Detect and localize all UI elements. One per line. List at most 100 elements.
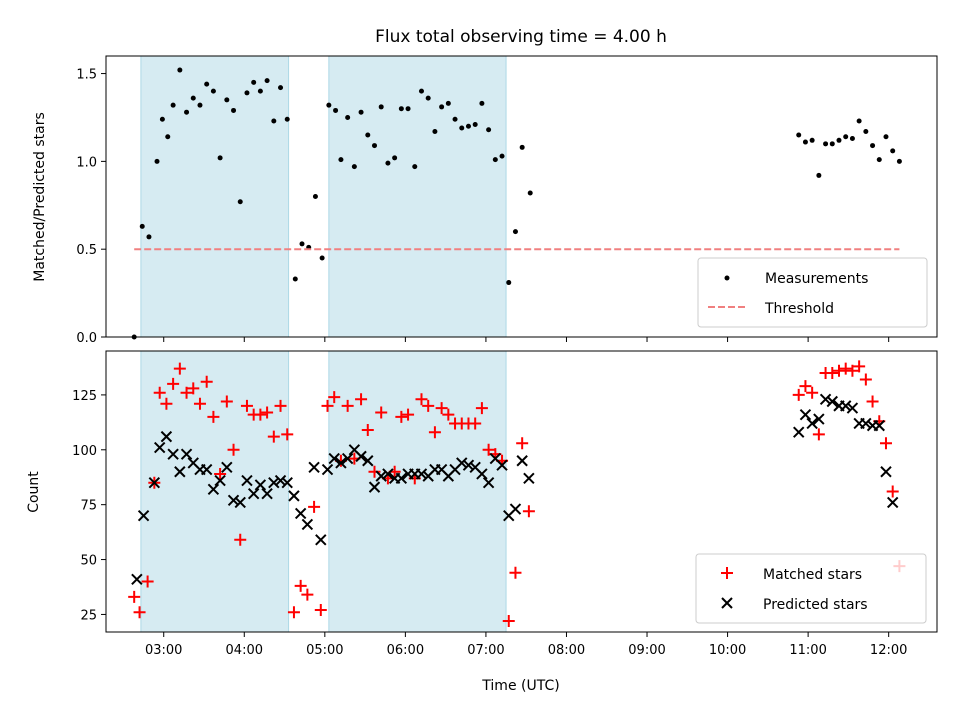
predicted-star-point — [137, 509, 150, 522]
matched-star-point — [328, 391, 341, 404]
matched-star-point — [187, 382, 200, 395]
matched-star-point — [355, 393, 368, 406]
predicted-star-point — [328, 452, 340, 465]
y-tick-label: 25 — [80, 608, 97, 623]
measurement-point — [405, 106, 411, 112]
matched-star-point — [160, 397, 173, 410]
top-panel-shaded-intervals — [140, 56, 507, 337]
measurement-point — [184, 109, 190, 115]
matched-star-point — [128, 590, 141, 603]
matched-star-point — [475, 402, 488, 415]
predicted-star-point — [315, 534, 327, 546]
predicted-star-point — [860, 417, 872, 430]
y-tick-label: 125 — [72, 389, 97, 404]
x-tick-label: 12:00 — [870, 643, 907, 658]
shaded-interval-2 — [328, 56, 507, 337]
predicted-star-point — [375, 470, 387, 482]
predicted-star-point — [288, 490, 300, 502]
predicted-star-point — [476, 468, 488, 480]
measurement-point — [217, 155, 223, 161]
matched-star-point — [482, 443, 495, 456]
measurement-point — [465, 123, 471, 129]
predicted-star-point — [880, 466, 892, 478]
x-tick-label: 06:00 — [387, 643, 424, 658]
top-panel-plot-area — [131, 67, 902, 340]
predicted-star-point — [274, 474, 287, 487]
predicted-star-point — [415, 468, 428, 480]
top-panel-legend: Measurements Threshold — [697, 257, 928, 328]
measurement-point — [345, 114, 351, 120]
predicted-star-point — [355, 450, 367, 463]
predicted-star-point — [131, 573, 143, 586]
matched-star-point — [341, 399, 354, 412]
measurement-point — [197, 102, 203, 108]
measurement-point — [358, 109, 364, 115]
measurement-point — [385, 160, 391, 166]
measurement-point — [292, 276, 298, 282]
bottom-panel-y-ticks: 25 50 75 100 125 — [72, 389, 106, 623]
matched-star-point — [469, 417, 482, 430]
measurement-point — [849, 136, 855, 142]
measurement-point — [425, 95, 431, 101]
bottom-panel-x-ticks: 03:00 04:00 05:00 06:00 07:00 08:00 09:00 10:00… — [145, 632, 907, 658]
measurement-point — [271, 118, 277, 124]
matched-star-point — [859, 373, 872, 386]
measurement-point — [170, 102, 176, 108]
predicted-star-point — [496, 459, 508, 471]
predicted-star-point — [268, 477, 280, 489]
measurement-point — [312, 194, 318, 199]
matched-star-point — [193, 397, 206, 410]
matched-star-point — [846, 364, 859, 377]
predicted-star-point — [247, 487, 260, 500]
legend-predicted-marker — [721, 597, 733, 609]
predicted-star-point — [153, 441, 166, 454]
measurement-point — [829, 141, 835, 147]
measurement-point — [319, 255, 325, 261]
x-tick-label: 09:00 — [628, 643, 665, 658]
x-tick-label: 04:00 — [226, 643, 263, 658]
matched-star-point — [261, 406, 274, 419]
x-tick-label: 03:00 — [145, 643, 182, 658]
measurement-point — [876, 157, 882, 163]
matched-star-point — [274, 399, 287, 412]
measurement-point — [479, 100, 485, 106]
predicted-star-point — [819, 393, 832, 406]
measurement-point — [257, 88, 263, 94]
matched-star-point — [509, 566, 522, 579]
matched-star-point — [395, 410, 408, 423]
predicted-star-point — [362, 455, 374, 467]
measurement-point — [398, 106, 404, 112]
measurement-point — [231, 107, 237, 113]
measurement-point — [418, 88, 424, 94]
measurement-point — [492, 157, 498, 163]
legend-threshold-label: Threshold — [764, 301, 834, 317]
measurement-point — [823, 141, 829, 147]
x-tick-label: 05:00 — [306, 643, 343, 658]
predicted-star-point — [227, 494, 240, 506]
measurement-point — [863, 129, 869, 135]
legend-measurements-marker — [724, 275, 730, 281]
matched-star-point — [879, 437, 892, 450]
measurement-point — [299, 241, 305, 247]
measurement-point — [472, 121, 478, 127]
matched-star-point — [287, 606, 300, 619]
measurement-point — [816, 172, 822, 178]
y-tick-label: 0.0 — [76, 331, 97, 346]
matched-star-point — [442, 408, 455, 421]
matched-star-point — [839, 362, 852, 375]
x-tick-label: 08:00 — [548, 643, 585, 658]
measurement-point — [139, 223, 145, 229]
predicted-star-point — [281, 477, 293, 489]
predicted-star-point — [516, 455, 528, 467]
legend-matched-label: Matched stars — [763, 567, 862, 583]
measurement-point — [326, 102, 332, 108]
matched-star-point — [314, 604, 327, 617]
measurement-point — [264, 78, 270, 84]
measurement-point — [165, 134, 171, 140]
measurement-point — [224, 97, 230, 103]
matched-star-point — [516, 437, 529, 450]
matched-star-point — [502, 615, 515, 628]
predicted-star-point — [180, 448, 193, 460]
bottom-panel-frame — [105, 350, 938, 633]
